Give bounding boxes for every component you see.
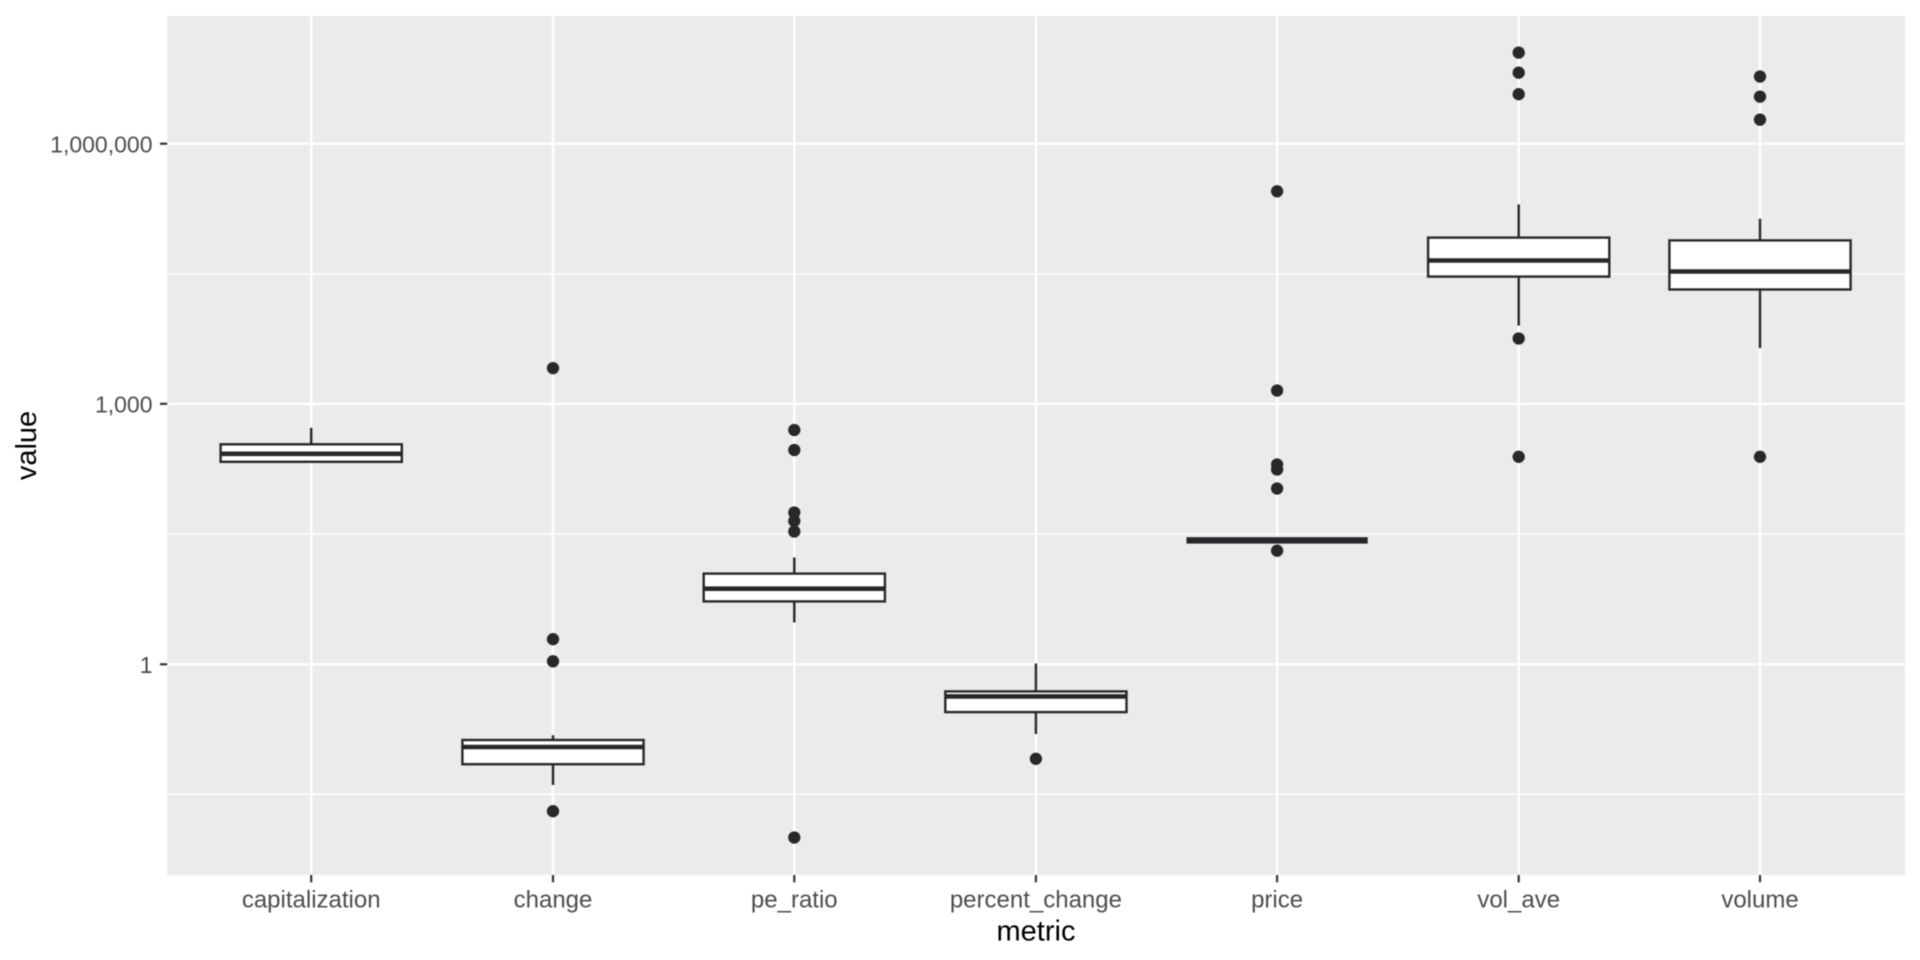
svg-text:1,000: 1,000 [95, 391, 153, 417]
svg-text:vol_ave: vol_ave [1477, 887, 1560, 914]
svg-text:capitalization: capitalization [242, 887, 381, 914]
svg-text:price: price [1251, 887, 1303, 914]
svg-text:value: value [11, 411, 43, 480]
svg-text:1: 1 [140, 652, 153, 678]
svg-text:volume: volume [1721, 887, 1798, 914]
svg-text:percent_change: percent_change [950, 887, 1122, 914]
svg-text:1,000,000: 1,000,000 [50, 131, 152, 157]
svg-text:change: change [514, 887, 593, 914]
svg-text:metric: metric [997, 915, 1076, 947]
svg-text:pe_ratio: pe_ratio [751, 887, 838, 914]
